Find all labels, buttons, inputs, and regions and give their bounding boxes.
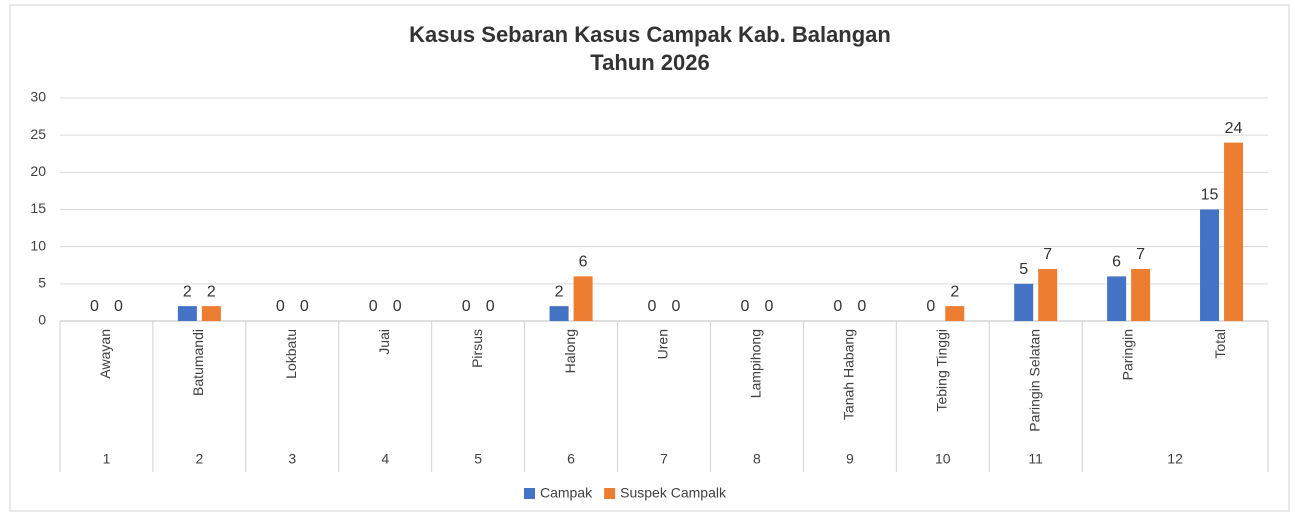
bar xyxy=(549,306,569,321)
data-label: 0 xyxy=(369,298,378,315)
bar xyxy=(1038,268,1058,321)
group-label: 5 xyxy=(474,451,482,467)
bar xyxy=(573,276,593,321)
data-label: 15 xyxy=(1201,187,1219,204)
legend-swatch xyxy=(604,488,616,499)
group-label: 12 xyxy=(1167,451,1183,467)
data-label: 5 xyxy=(1019,261,1028,278)
data-label: 0 xyxy=(857,298,866,315)
y-tick-label: 5 xyxy=(38,275,46,291)
data-label: 7 xyxy=(1136,246,1145,263)
y-tick-label: 30 xyxy=(30,89,46,105)
bar xyxy=(1107,276,1127,321)
data-label: 0 xyxy=(276,298,285,315)
bar xyxy=(1224,142,1244,321)
bar xyxy=(945,306,965,321)
data-label: 2 xyxy=(207,283,216,300)
x-tick-label: Juai xyxy=(376,329,392,355)
x-tick-label: Tanah Habang xyxy=(841,329,857,420)
bar xyxy=(177,306,197,321)
bar xyxy=(1200,209,1220,321)
y-tick-label: 20 xyxy=(30,163,46,179)
y-tick-label: 10 xyxy=(30,237,46,253)
x-tick-label: Halong xyxy=(562,329,578,373)
x-tick-label: Paringin Selatan xyxy=(1026,329,1042,432)
bar xyxy=(201,306,221,321)
data-label: 0 xyxy=(90,298,99,315)
data-label: 2 xyxy=(183,283,192,300)
data-label: 0 xyxy=(648,298,657,315)
data-label: 0 xyxy=(486,298,495,315)
data-label: 0 xyxy=(393,298,402,315)
x-tick-label: Tebing Tinggi xyxy=(933,329,949,412)
data-label: 6 xyxy=(579,254,588,271)
group-label: 10 xyxy=(935,451,951,467)
group-label: 6 xyxy=(567,451,575,467)
data-label: 0 xyxy=(740,298,749,315)
group-label: 11 xyxy=(1028,451,1043,467)
data-label: 0 xyxy=(672,298,681,315)
x-tick-label: Total xyxy=(1212,329,1228,359)
x-tick-label: Awayan xyxy=(97,329,113,379)
data-label: 2 xyxy=(555,283,564,300)
legend-swatch xyxy=(524,488,535,499)
data-label: 6 xyxy=(1112,254,1121,271)
group-label: 4 xyxy=(381,451,389,467)
group-label: 2 xyxy=(195,451,203,467)
data-label: 0 xyxy=(926,298,935,315)
x-tick-label: Lokbatu xyxy=(283,329,299,379)
chart-title: Kasus Sebaran Kasus Campak Kab. Balangan xyxy=(409,22,891,47)
y-tick-label: 15 xyxy=(30,200,46,216)
data-label: 2 xyxy=(950,283,959,300)
data-label: 7 xyxy=(1043,246,1052,263)
x-tick-label: Batumandi xyxy=(190,329,206,396)
x-tick-label: Lampihong xyxy=(748,329,764,398)
group-label: 9 xyxy=(846,451,854,467)
data-label: 0 xyxy=(114,298,123,315)
data-label: 0 xyxy=(833,298,842,315)
bar xyxy=(1014,283,1034,321)
group-label: 7 xyxy=(660,451,668,467)
y-tick-label: 0 xyxy=(38,312,46,328)
data-label: 0 xyxy=(462,298,471,315)
group-label: 3 xyxy=(288,451,296,467)
chart-frame xyxy=(9,4,1290,512)
x-tick-label: Uren xyxy=(655,329,671,359)
legend-label: Suspek Campalk xyxy=(620,485,727,501)
data-label: 24 xyxy=(1225,120,1243,137)
data-label: 0 xyxy=(764,298,773,315)
legend-label: Campak xyxy=(540,485,593,501)
x-tick-label: Pirsus xyxy=(469,329,485,368)
x-tick-label: Paringin xyxy=(1119,329,1135,380)
chart-title: Tahun 2026 xyxy=(590,50,709,75)
y-tick-label: 25 xyxy=(30,126,46,142)
group-label: 8 xyxy=(753,451,761,467)
group-label: 1 xyxy=(103,451,111,467)
bar xyxy=(1131,268,1151,321)
data-label: 0 xyxy=(300,298,309,315)
